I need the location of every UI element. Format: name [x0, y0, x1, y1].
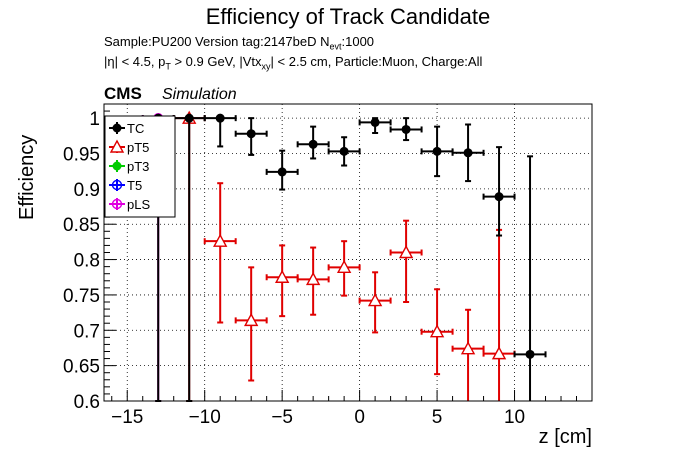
data-point — [460, 341, 476, 355]
data-point — [274, 269, 290, 283]
pt-subscript: T — [165, 61, 171, 72]
data-point — [525, 349, 535, 359]
legend-entry-t5: T5 — [109, 178, 142, 193]
y-tick-label: 0.7 — [74, 321, 100, 342]
data-point — [463, 148, 473, 158]
plot-frame — [103, 103, 593, 402]
data-point — [246, 129, 256, 139]
data-point — [109, 139, 125, 153]
legend-label: TC — [127, 121, 144, 136]
x-tick-label: 10 — [504, 407, 525, 428]
data-point — [112, 123, 122, 133]
legend-entry-pls: pLS — [109, 197, 150, 212]
data-point — [429, 324, 445, 338]
y-tick-label: 0.85 — [63, 215, 100, 236]
data-point — [494, 192, 504, 202]
selection-cuts: |η| < 4.5, pT > 0.9 GeV, |Vtxxy| < 2.5 c… — [104, 54, 482, 72]
cuts-mid: > 0.9 GeV, |Vtx — [170, 54, 262, 69]
x-tick-label: −5 — [271, 407, 293, 428]
data-point — [184, 113, 194, 123]
data-point — [243, 312, 259, 327]
data-point — [370, 117, 380, 127]
data-point — [367, 293, 383, 307]
data-point — [401, 124, 411, 134]
cms-label: CMS — [104, 84, 142, 103]
grid — [104, 104, 592, 402]
nevt-subscript: evt — [329, 41, 342, 52]
x-tick-label: 0 — [354, 407, 365, 428]
series-pt5 — [172, 110, 516, 402]
sample-text: Sample:PU200 Version tag:2147beD N — [104, 34, 330, 49]
data-point — [491, 346, 507, 360]
x-axis-label: z [cm] — [538, 426, 592, 448]
legend-entry-pt5: pT5 — [109, 139, 149, 155]
data-series — [141, 110, 547, 402]
legend: TC pT5 pT3 T5 pLS — [104, 115, 176, 218]
data-point — [308, 139, 318, 149]
cuts-tail: | < 2.5 cm, Particle:Muon, Charge:All — [270, 54, 483, 69]
simulation-label: Simulation — [162, 86, 237, 103]
legend-entry-pt3: pT3 — [109, 159, 149, 174]
data-point — [111, 198, 123, 210]
y-tick-label: 0.75 — [63, 286, 100, 307]
chart-title: Efficiency of Track Candidate — [205, 4, 491, 29]
x-tick-label: −10 — [189, 407, 221, 428]
data-point — [336, 259, 352, 274]
nevt-value: :1000 — [341, 34, 375, 49]
y-tick-label: 0.65 — [63, 357, 100, 378]
y-tick-label: 1 — [89, 109, 100, 130]
data-point — [339, 146, 349, 156]
data-point — [112, 161, 122, 171]
y-tick-label: 0.9 — [74, 180, 100, 201]
axis-ticks: −15 −10 −5 0 5 10 0.6 0.65 0.7 0.75 0.8 0.85 0.9 0.95… — [63, 103, 578, 428]
data-point — [398, 245, 414, 259]
data-point — [111, 179, 123, 191]
legend-label: T5 — [127, 178, 142, 193]
data-point — [213, 233, 228, 247]
y-tick-label: 0.95 — [63, 145, 100, 166]
legend-entry-tc: TC — [109, 121, 144, 136]
x-tick-label: −15 — [111, 407, 143, 428]
y-tick-label: 0.8 — [74, 251, 100, 272]
sample-info: Sample:PU200 Version tag:2147beD Nevt:10… — [104, 34, 374, 52]
data-point — [305, 271, 321, 286]
y-tick-label: 0.6 — [74, 392, 100, 413]
data-point — [432, 146, 442, 156]
vtx-subscript: xy — [261, 61, 271, 72]
data-point — [277, 167, 287, 177]
legend-label: pT3 — [127, 159, 149, 174]
legend-label: pLS — [127, 197, 150, 212]
x-tick-label: 5 — [432, 407, 443, 428]
legend-label: pT5 — [127, 140, 149, 155]
data-point — [215, 113, 225, 123]
cuts-prefix: |η| < 4.5, p — [104, 54, 166, 69]
